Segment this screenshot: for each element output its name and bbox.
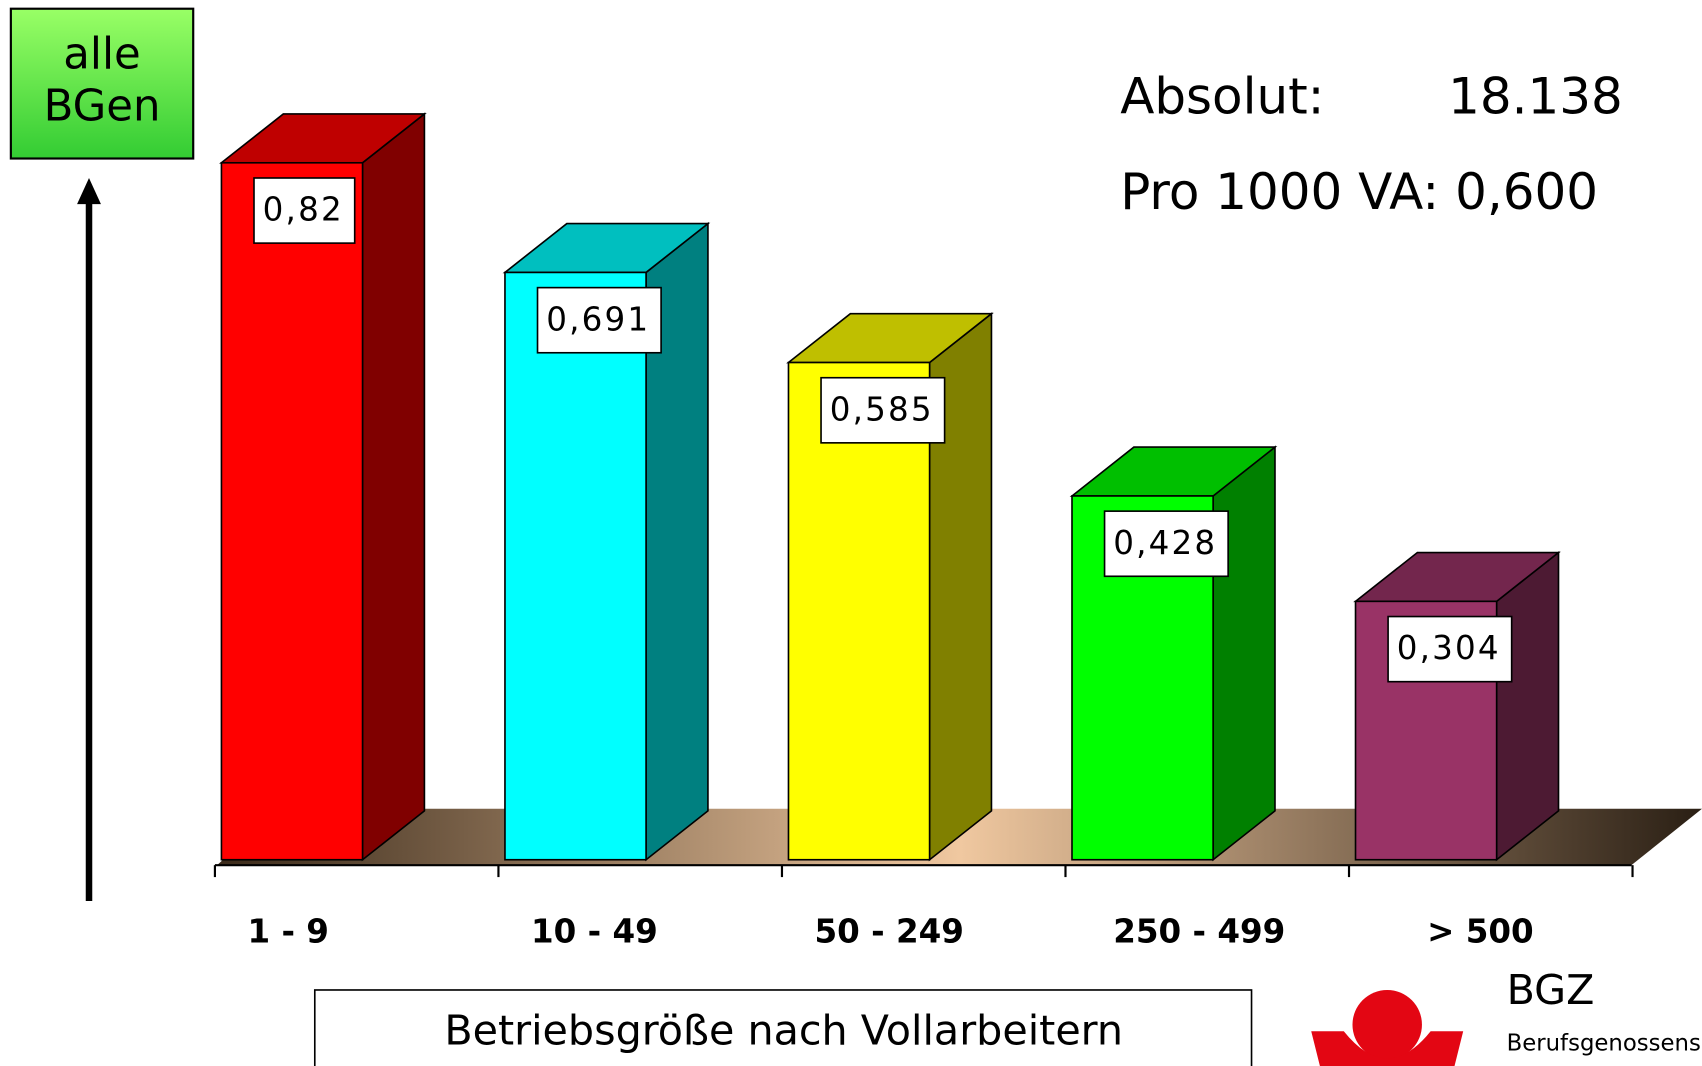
arrow-head xyxy=(77,178,101,205)
bar-side xyxy=(361,112,426,862)
x-tick-label: 50 - 249 xyxy=(815,913,964,951)
value-label-box xyxy=(1103,510,1229,578)
x-tick-label: > 500 xyxy=(1427,913,1534,951)
value-label-box xyxy=(253,177,356,244)
logo-shape xyxy=(1311,1031,1464,1066)
x-tick-label: 10 - 49 xyxy=(531,913,658,951)
bar-front xyxy=(787,361,931,861)
value-label: 0,428 xyxy=(1113,524,1217,562)
ylabel: alle BGen xyxy=(43,29,161,132)
value-label-box xyxy=(820,376,946,444)
value-label: 0,304 xyxy=(1397,629,1501,667)
ylabel-box xyxy=(9,7,195,160)
annotation: Pro 1000 VA: 0,600 xyxy=(1120,163,1598,221)
xlabel-box xyxy=(313,989,1253,1066)
bar-front xyxy=(504,271,647,861)
bar-front xyxy=(220,161,364,861)
x-tick-label: 1 - 9 xyxy=(247,913,328,951)
value-label: 0,585 xyxy=(830,390,934,428)
bar xyxy=(219,112,427,862)
annotation: 18.138 xyxy=(1448,67,1623,125)
value-label-box xyxy=(1387,615,1513,683)
bar xyxy=(502,221,711,862)
bar-side xyxy=(1495,550,1560,862)
ylabel-wrap: alle BGen xyxy=(43,29,161,132)
bar xyxy=(1069,445,1278,862)
logo-circle xyxy=(1352,989,1422,1060)
annotation: Absolut: xyxy=(1120,67,1324,125)
value-label-box xyxy=(536,286,662,354)
x-tick-label: 250 - 499 xyxy=(1113,913,1285,951)
value-label: 0,691 xyxy=(546,300,650,338)
bar xyxy=(786,311,994,862)
logo-title: BGZ xyxy=(1507,966,1595,1014)
logo-subtitle: Berufsgenossensc xyxy=(1507,1031,1702,1057)
bar xyxy=(1353,550,1561,862)
bar-side xyxy=(1212,445,1276,862)
x-axis-label: Betriebsgröße nach Vollarbeitern xyxy=(444,1006,1123,1054)
value-label: 0,82 xyxy=(263,191,344,229)
